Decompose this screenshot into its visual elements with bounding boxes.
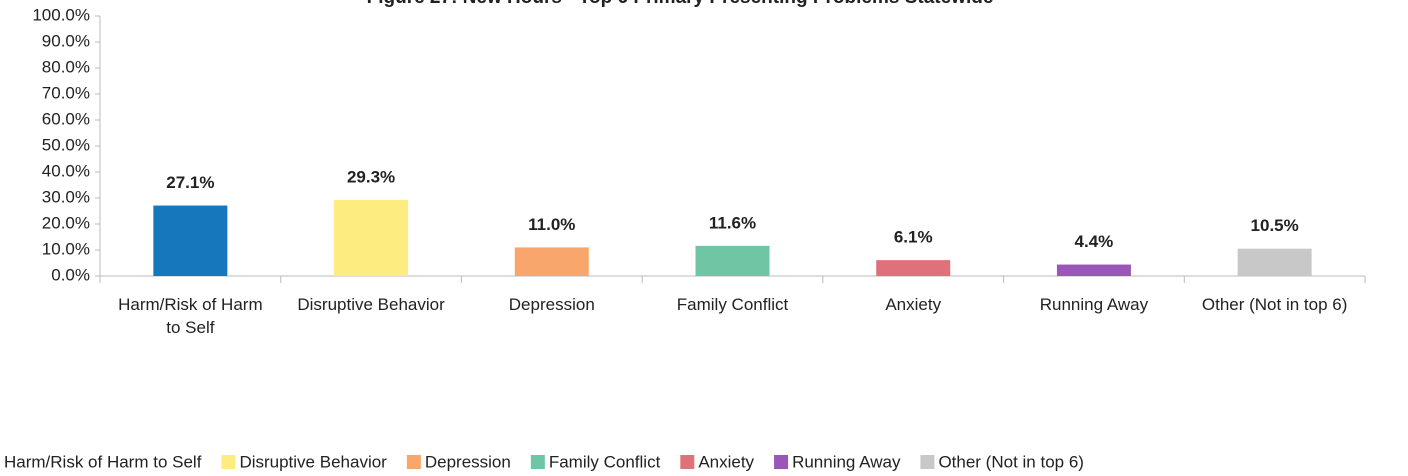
y-tick-label: 10.0%: [42, 239, 90, 258]
value-label: 29.3%: [347, 167, 395, 186]
x-tick-label: Depression: [509, 295, 595, 314]
y-tick-label: 50.0%: [42, 135, 90, 154]
x-tick-label: Anxiety: [885, 295, 941, 314]
x-tick-label: Running Away: [1040, 295, 1149, 314]
legend-label: Family Conflict: [549, 452, 661, 471]
legend-swatch: [406, 455, 421, 469]
value-label: 10.5%: [1251, 216, 1299, 235]
legend-swatch: [774, 455, 789, 469]
x-tick-label: Family Conflict: [677, 295, 789, 314]
y-tick-label: 60.0%: [42, 109, 90, 128]
y-tick-label: 70.0%: [42, 83, 90, 102]
legend-swatch: [680, 455, 695, 469]
legend-swatch: [530, 455, 545, 469]
value-label: 27.1%: [166, 173, 214, 192]
y-tick-label: 0.0%: [51, 265, 90, 284]
bar: [1237, 248, 1312, 276]
legend-label: Anxiety: [698, 452, 754, 471]
bar: [514, 247, 589, 276]
y-tick-label: 20.0%: [42, 213, 90, 232]
y-tick-label: 90.0%: [42, 31, 90, 50]
legend-label: Disruptive Behavior: [239, 452, 387, 471]
x-tick-label: Harm/Risk of Harm to Self: [118, 295, 263, 337]
value-label: 11.0%: [528, 215, 575, 234]
bar: [1056, 264, 1131, 276]
bar: [876, 260, 951, 276]
legend-label: Depression: [425, 452, 511, 471]
value-label: 4.4%: [1075, 232, 1114, 251]
value-label: 6.1%: [894, 228, 933, 247]
legend-swatch: [221, 455, 236, 469]
value-label: 11.6%: [709, 213, 756, 232]
x-tick-label: Disruptive Behavior: [297, 295, 445, 314]
y-tick-label: 40.0%: [42, 161, 90, 180]
y-tick-label: 30.0%: [42, 187, 90, 206]
y-tick-label: 80.0%: [42, 57, 90, 76]
legend-label: Other (Not in top 6): [938, 452, 1084, 471]
bar: [334, 199, 409, 276]
legend-label: Harm/Risk of Harm to Self: [4, 452, 202, 471]
chart-title: Figure 27: New Hours - Top 6 Primary Pre…: [367, 0, 994, 8]
bar: [153, 205, 228, 276]
bar: [695, 245, 770, 276]
legend-swatch: [920, 455, 935, 469]
legend-label: Running Away: [792, 452, 901, 471]
y-tick-label: 100.0%: [32, 5, 90, 24]
x-tick-label: Other (Not in top 6): [1202, 295, 1348, 314]
